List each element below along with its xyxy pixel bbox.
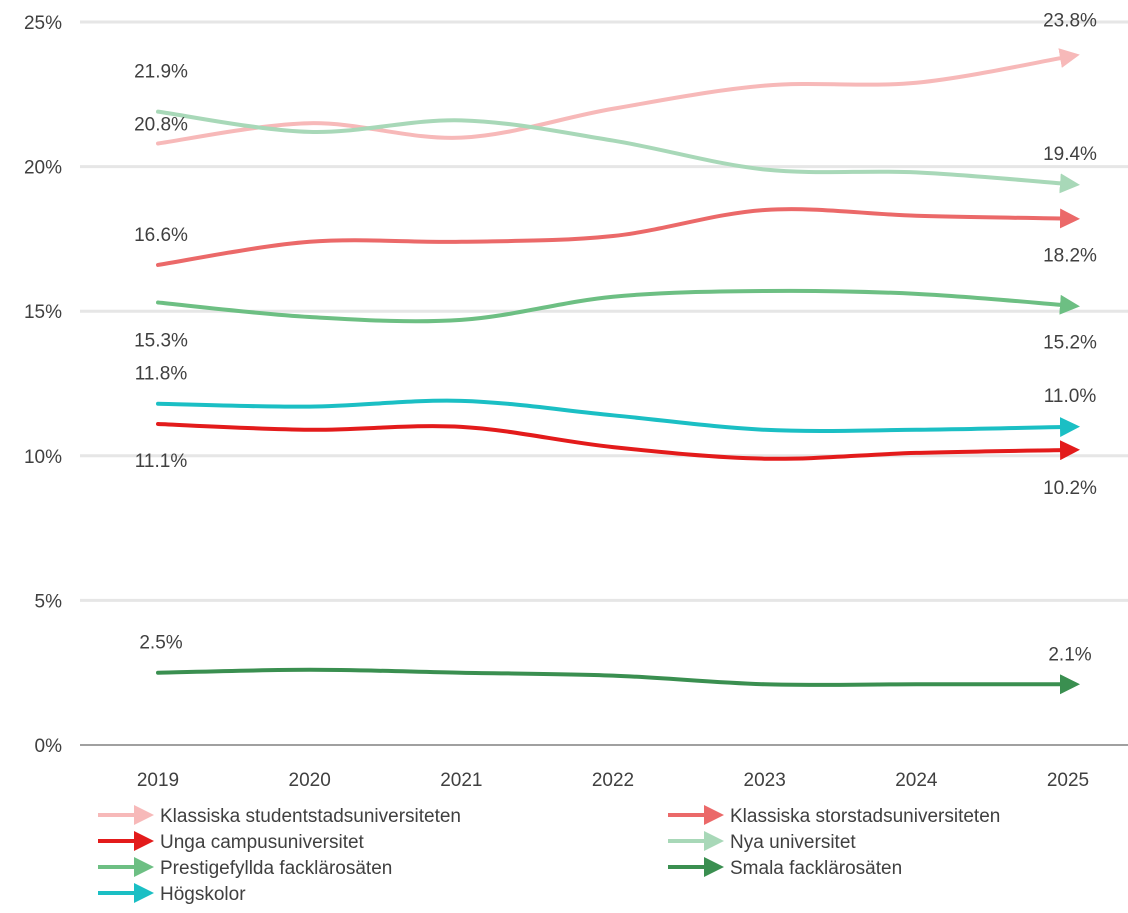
legend-item-unga-campusuniversitet: Unga campusuniversitet <box>98 831 365 853</box>
x-tick-label: 2025 <box>1047 770 1089 791</box>
legend-item-prestigefyllda-facklarosaten: Prestigefyllda facklärosäten <box>98 857 392 879</box>
legend-item-klassiska-studentstadsuniversiteten: Klassiska studentstadsuniversiteten <box>98 805 461 827</box>
series-line-hogskolor <box>156 398 1080 438</box>
series-line-klassiska-storstadsuniversiteten <box>156 207 1080 267</box>
data-label-end: 18.2% <box>1043 246 1097 267</box>
data-label-end: 11.0% <box>1044 386 1097 407</box>
data-label-end: 15.2% <box>1043 332 1097 353</box>
legend-item-hogskolor: Högskolor <box>98 883 246 905</box>
data-labels: 20.8% 23.8% 16.6% 18.2% 11.1% 10.2% 21.9% 19.4%… <box>134 11 1097 666</box>
legend: Klassiska studentstadsuniversiteten Klass… <box>98 805 1000 905</box>
data-label-start: 2.5% <box>139 633 182 654</box>
series-line-nya-universitet <box>156 109 1080 194</box>
y-tick-label: 0% <box>35 736 63 757</box>
series-line-klassiska-studentstadsuniversiteten <box>156 48 1080 146</box>
data-label-start: 11.8% <box>135 364 188 385</box>
legend-label: Unga campusuniversitet <box>160 832 365 853</box>
legend-label: Klassiska storstadsuniversiteten <box>730 806 1000 827</box>
y-tick-label: 10% <box>24 447 62 468</box>
x-tick-label: 2020 <box>289 770 331 791</box>
series-line-smala-facklarosaten <box>156 667 1080 695</box>
data-label-start: 11.1% <box>135 451 188 472</box>
legend-label: Högskolor <box>160 884 246 905</box>
y-axis-ticks: 0% 5% 10% 15% 20% 25% <box>24 13 62 757</box>
legend-label: Nya universitet <box>730 832 856 853</box>
data-label-end: 2.1% <box>1048 644 1091 665</box>
data-label-end: 10.2% <box>1043 478 1097 499</box>
data-label-start: 20.8% <box>134 114 188 135</box>
x-tick-label: 2022 <box>592 770 634 791</box>
y-tick-label: 20% <box>24 158 62 179</box>
series-line-prestigefyllda-facklarosaten <box>156 288 1080 324</box>
data-label-start: 21.9% <box>134 62 188 83</box>
x-tick-label: 2019 <box>137 770 179 791</box>
y-tick-label: 25% <box>24 13 62 34</box>
data-label-end: 19.4% <box>1043 144 1097 165</box>
series-line-unga-campusuniversitet <box>156 421 1080 461</box>
x-tick-label: 2024 <box>895 770 938 791</box>
y-tick-label: 5% <box>35 591 63 612</box>
x-axis-ticks: 2019 2020 2021 2022 2023 2024 2025 <box>137 770 1089 791</box>
data-label-start: 16.6% <box>134 225 188 246</box>
legend-label: Smala facklärosäten <box>730 858 902 879</box>
legend-item-klassiska-storstadsuniversiteten: Klassiska storstadsuniversiteten <box>668 805 1000 827</box>
legend-label: Klassiska studentstadsuniversiteten <box>160 806 461 827</box>
legend-item-smala-facklarosaten: Smala facklärosäten <box>668 857 902 879</box>
data-label-end: 23.8% <box>1043 11 1097 32</box>
legend-item-nya-universitet: Nya universitet <box>668 831 856 853</box>
x-tick-label: 2021 <box>440 770 482 791</box>
series-lines <box>156 48 1080 695</box>
y-tick-label: 15% <box>24 302 62 323</box>
data-label-start: 15.3% <box>134 331 188 352</box>
x-tick-label: 2023 <box>744 770 786 791</box>
legend-label: Prestigefyllda facklärosäten <box>160 858 392 879</box>
